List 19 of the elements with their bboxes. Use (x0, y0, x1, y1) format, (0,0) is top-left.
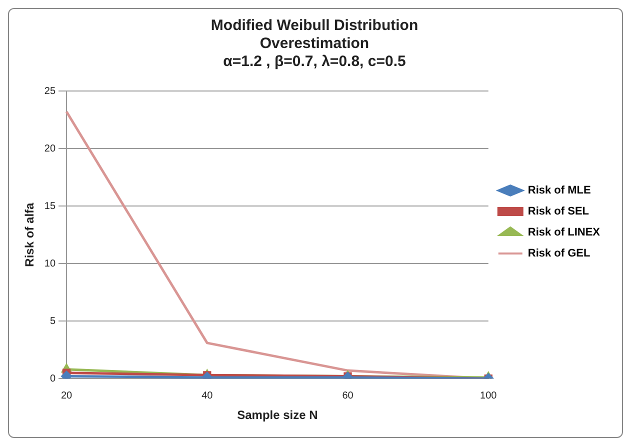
text: α=1.2 , β=0.7, λ=0.8, c=0.5 (223, 53, 406, 70)
y-axis-title: Risk of alfa (22, 202, 37, 267)
y-tick-label: 5 (50, 316, 56, 327)
legend-label: Risk of SEL (528, 206, 590, 218)
x-tick-label: 100 (480, 390, 498, 402)
x-tick-label: 60 (342, 390, 354, 402)
x-tick-label: 20 (60, 390, 73, 402)
legend-label: Risk of LINEX (528, 226, 601, 239)
y-tick-label: 20 (44, 143, 56, 154)
y-tick-label: 15 (44, 200, 56, 212)
text: Modified Weibull Distribution (210, 17, 418, 34)
x-tick-label: 40 (202, 390, 214, 402)
y-tick-label: 25 (44, 86, 56, 97)
legend-label: Risk of MLE (528, 184, 591, 197)
y-tick-label: 0 (50, 373, 56, 384)
y-tick-label: 10 (44, 258, 56, 270)
legend-label: Risk of GEL (528, 248, 590, 260)
text: Overestimation (260, 35, 370, 52)
x-axis-title: Sample size N (237, 408, 318, 422)
